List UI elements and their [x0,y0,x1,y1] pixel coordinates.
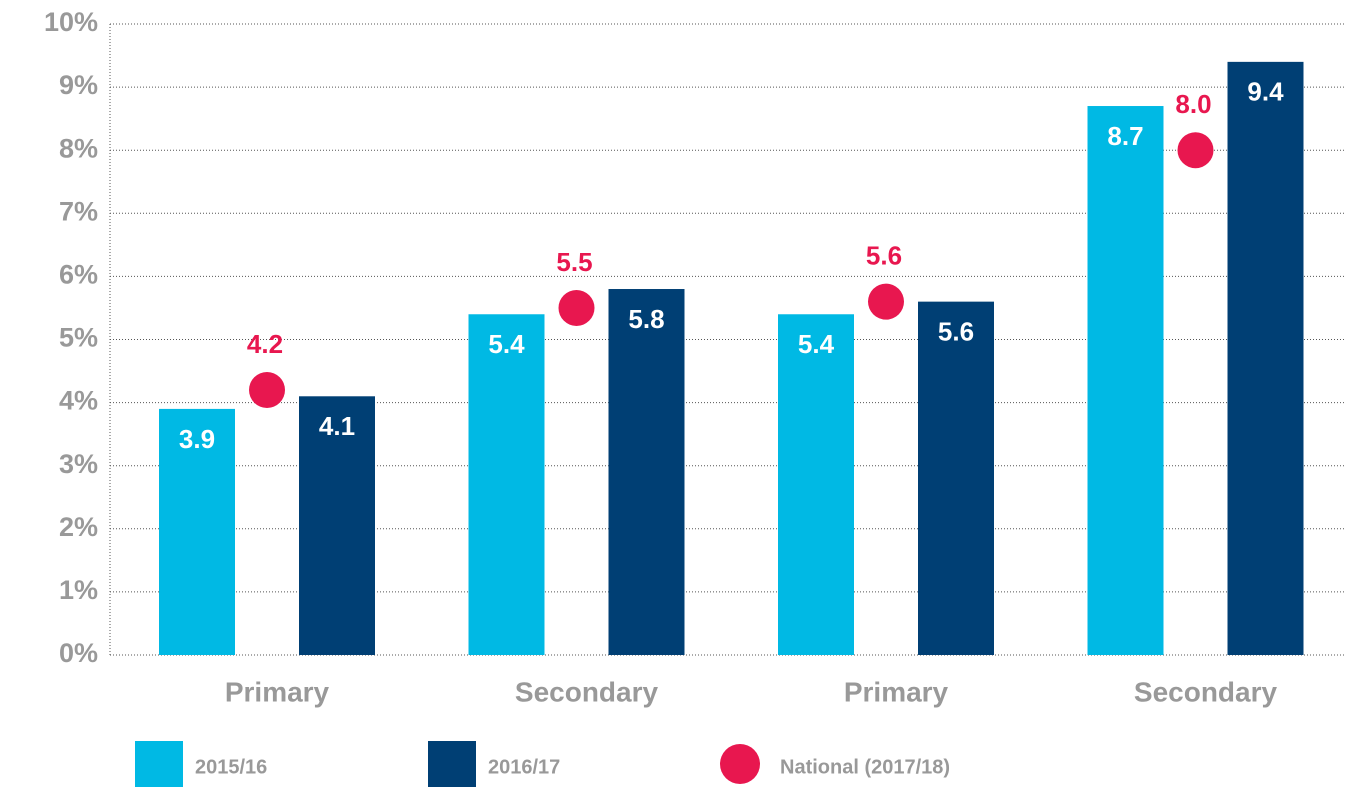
y-tick-label: 0% [59,638,98,668]
bar [299,396,375,655]
bar [1087,106,1164,655]
bar [159,408,235,655]
data-label: 5.4 [488,329,525,359]
legend-label: 2015/16 [195,756,267,778]
bar [608,289,685,655]
data-label: 5.6 [866,241,902,271]
data-label: 4.2 [247,329,283,359]
data-label: 3.9 [179,424,215,454]
data-label: 5.5 [556,247,592,277]
bar [468,314,545,655]
data-label: 5.8 [628,304,664,334]
y-tick-label: 2% [59,512,98,542]
data-label: 8.0 [1175,89,1211,119]
legend-label: 2016/17 [488,756,560,778]
data-label: 5.4 [798,329,835,359]
data-label: 8.7 [1107,121,1143,151]
dot [249,371,285,408]
y-tick-label: 7% [59,196,98,226]
bar [1227,61,1304,656]
bar [778,314,854,655]
y-tick-label: 5% [59,323,98,353]
y-tick-label: 6% [59,260,98,290]
x-tick-label: Secondary [515,676,659,707]
y-tick-label: 4% [59,386,98,416]
dot [558,289,595,326]
legend-swatch [428,741,476,787]
legend-label: National (2017/18) [780,756,950,778]
data-label: 5.6 [938,317,974,347]
dot [1177,132,1214,169]
y-tick-label: 3% [59,449,98,479]
y-tick-label: 10% [44,7,98,37]
x-tick-label: Primary [844,676,949,707]
data-label: 9.4 [1247,77,1284,107]
y-tick-label: 1% [59,575,98,605]
bar [918,301,994,655]
data-label: 4.1 [319,411,355,441]
y-tick-label: 9% [59,70,98,100]
y-tick-label: 8% [59,133,98,163]
legend-swatch [135,741,183,787]
dot [868,283,904,320]
x-tick-label: Secondary [1134,676,1278,707]
legend-swatch [720,744,760,784]
x-tick-label: Primary [225,676,330,707]
